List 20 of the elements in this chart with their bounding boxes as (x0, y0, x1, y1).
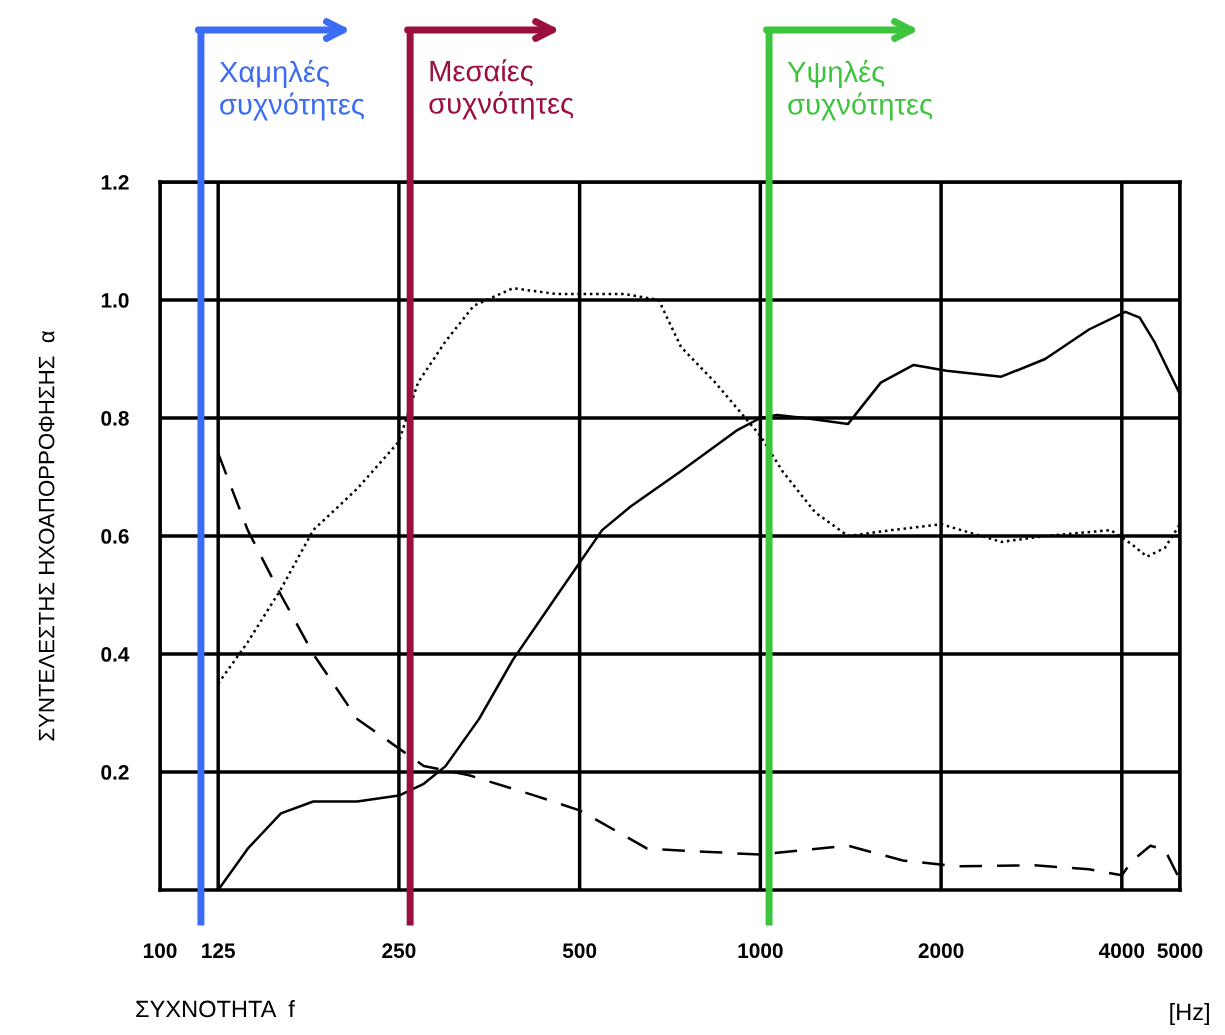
x-tick-label: 2000 (918, 943, 964, 959)
x-tick-label: 100 (143, 943, 177, 959)
y-tick-label: 1.0 (101, 293, 129, 308)
y-tick-label: 0.6 (101, 529, 129, 544)
y-tick-label: 0.4 (101, 647, 130, 662)
ref-line-label: Χαμηλές συχνότητες (219, 59, 365, 121)
x-tick-label: 500 (562, 943, 597, 959)
x-axis-title: ΣΥΧΝΟΤΗΤΑ f (136, 1000, 295, 1018)
y-tick-label: 0.2 (101, 765, 129, 780)
x-tick-label: 1000 (738, 943, 783, 959)
x-tick-label: 5000 (1157, 943, 1203, 959)
text: [Hz] (1170, 1002, 1209, 1025)
x-tick-label: 4000 (1098, 943, 1145, 959)
ref-line-label: Υψηλές συχνότητες (787, 60, 933, 121)
x-tick-label: 125 (202, 943, 235, 959)
y-tick-label: 1.2 (101, 175, 129, 190)
ref-line-label: Μεσαίες συχνότητες (429, 59, 574, 120)
y-axis-title: ΣΥΝΤΕΛΕΣΤΗΣ ΗΧΟΑΠΟΡΡΟΦΗΣΗΣ α (38, 330, 55, 741)
y-tick-label: 0.8 (101, 411, 129, 426)
x-tick-label: 250 (382, 943, 416, 959)
